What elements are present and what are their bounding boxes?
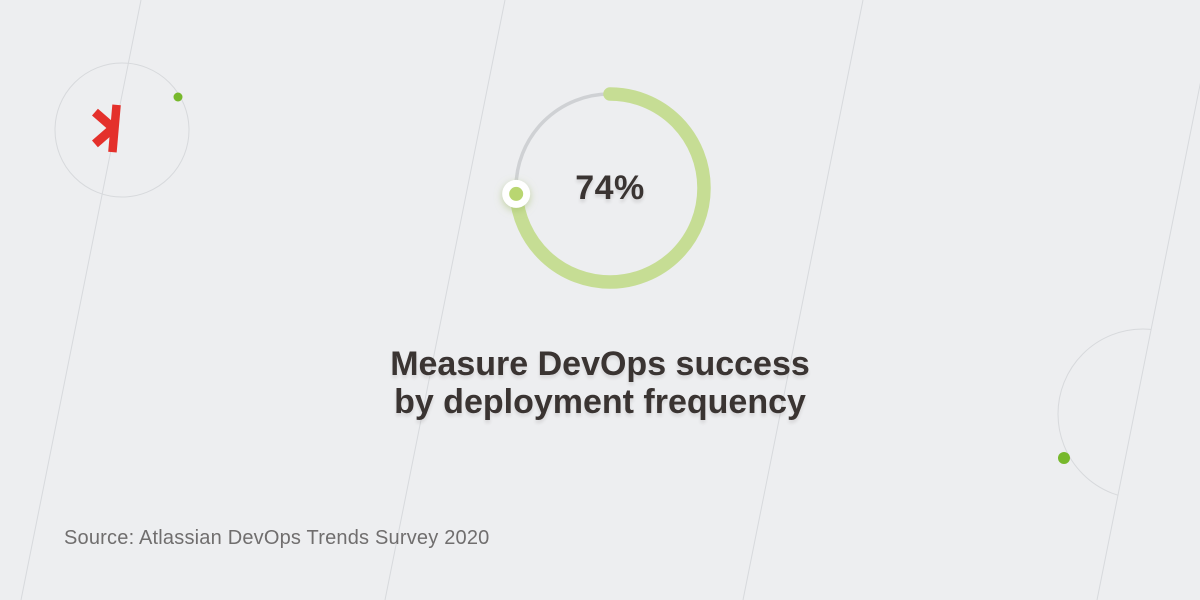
logo-arm-lower bbox=[91, 124, 117, 148]
logo-stem bbox=[108, 104, 121, 153]
diagonal-line bbox=[742, 0, 864, 600]
diagonal-line bbox=[1096, 82, 1200, 600]
diagonal-line bbox=[20, 0, 142, 600]
stat-value: 74% bbox=[575, 168, 645, 207]
diagonal-lines bbox=[20, 0, 1200, 600]
donut-marker bbox=[502, 179, 531, 208]
green-dot-bottom-right bbox=[1058, 452, 1070, 464]
donut-chart-svg bbox=[502, 87, 711, 289]
source-attribution: Source: Atlassian DevOps Trends Survey 2… bbox=[64, 527, 490, 549]
chart-title: Measure DevOps success by deployment fre… bbox=[0, 345, 1200, 421]
diagonal-line bbox=[384, 0, 506, 600]
green-dot-top-left bbox=[173, 92, 183, 102]
chart-title-line2: by deployment frequency bbox=[394, 383, 806, 421]
chart-title-line1: Measure DevOps success bbox=[390, 345, 810, 383]
decorative-circle-top-left bbox=[54, 62, 190, 198]
donut-chart: 74% bbox=[480, 58, 740, 318]
logo-half-asterisk-icon bbox=[91, 104, 121, 153]
donut-marker-dot bbox=[509, 186, 524, 201]
